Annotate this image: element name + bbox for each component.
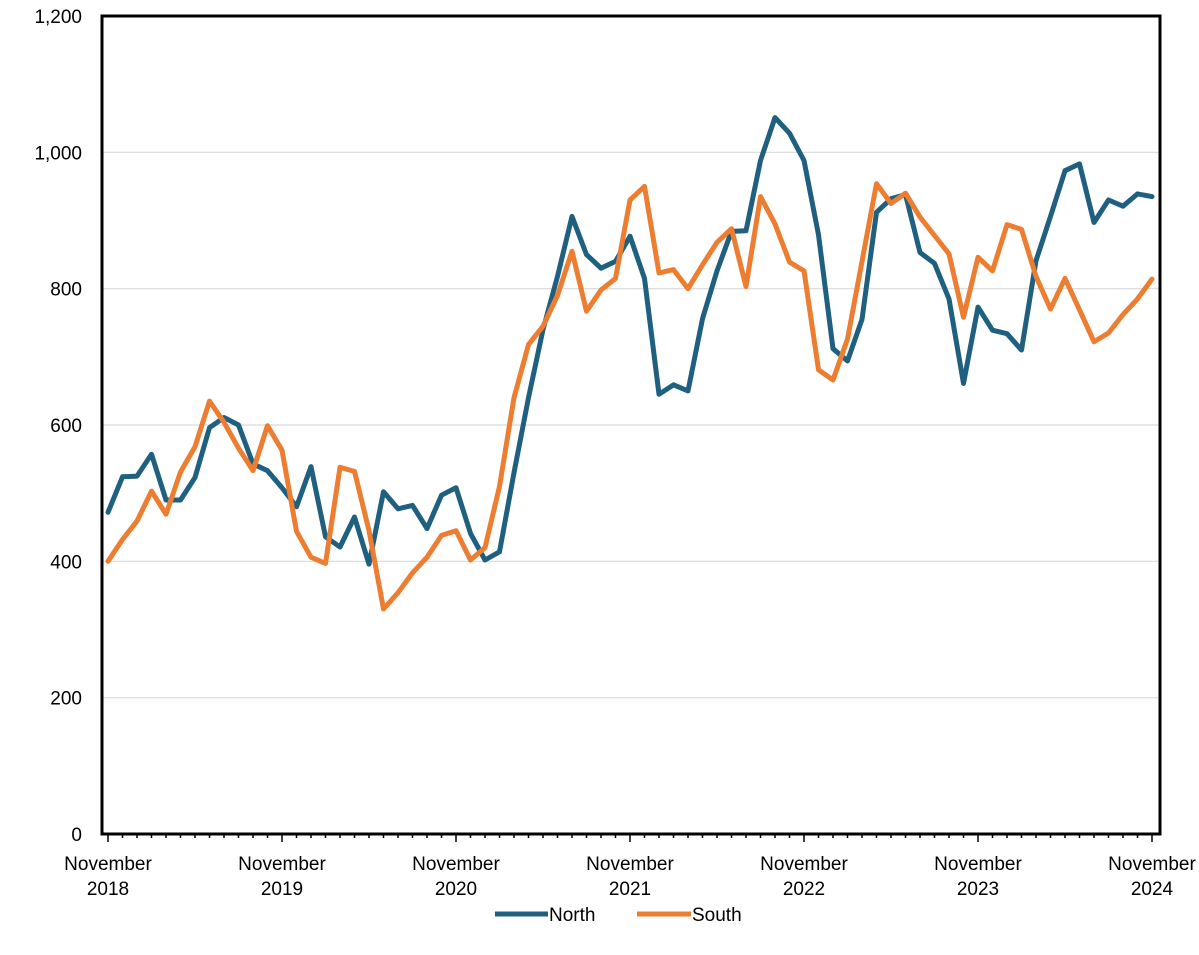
plot-frame [100, 14, 1162, 836]
x-tick-label-month: November [586, 854, 674, 875]
legend-label-north: North [549, 905, 595, 926]
legend: North South [495, 905, 742, 926]
series-lines [105, 115, 1155, 612]
y-axis-tick-labels: 0 200 400 600 800 1,000 1,200 [34, 7, 82, 846]
legend-label-south: South [692, 905, 742, 926]
x-tick-label-month: November [238, 854, 326, 875]
gridlines [102, 151, 1160, 699]
y-tick-label: 400 [50, 552, 82, 573]
x-tick-label-month: November [64, 854, 152, 875]
x-tick-label-month: November [1108, 854, 1196, 875]
x-tick-label-month: November [934, 854, 1022, 875]
x-tick-label-year: 2021 [609, 879, 651, 900]
x-axis-tick-labels: November 2018 November 2019 November 2020 Nove… [64, 854, 1196, 900]
y-tick-label: 600 [50, 416, 82, 437]
y-tick-label: 0 [71, 825, 82, 846]
x-tick-label-year: 2022 [783, 879, 825, 900]
x-tick-label-month: November [760, 854, 848, 875]
x-tick-label-month: November [412, 854, 500, 875]
series-line-south [105, 181, 1155, 612]
y-tick-label: 800 [50, 280, 82, 301]
series-line-north [105, 115, 1155, 567]
x-tick-label-year: 2018 [87, 879, 129, 900]
y-tick-label: 1,000 [34, 143, 82, 164]
y-tick-label: 1,200 [34, 7, 82, 28]
x-tick-label-year: 2023 [957, 879, 999, 900]
x-tick-label-year: 2024 [1131, 879, 1174, 900]
y-tick-label: 200 [50, 689, 82, 710]
x-tick-label-year: 2019 [261, 879, 303, 900]
x-tick-label-year: 2020 [435, 879, 477, 900]
